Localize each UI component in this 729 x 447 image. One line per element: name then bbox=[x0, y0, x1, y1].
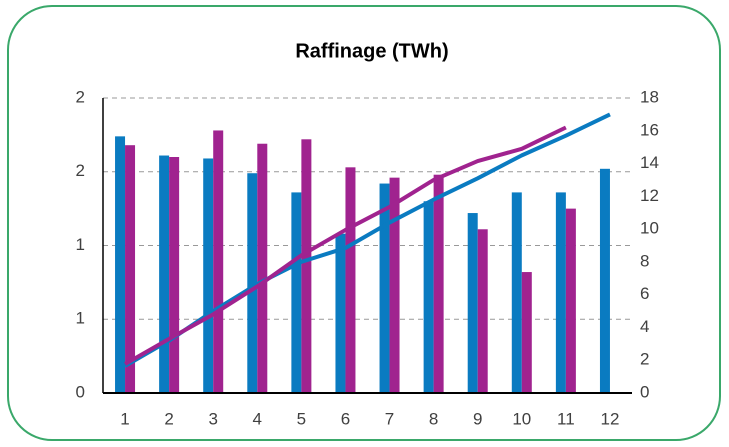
chart-title: Raffinage (TWh) bbox=[295, 40, 448, 62]
bar bbox=[345, 167, 356, 393]
y-tick-label: 2 bbox=[76, 87, 85, 106]
bar bbox=[467, 213, 478, 393]
frame bbox=[7, 5, 721, 441]
bar bbox=[389, 177, 400, 393]
y-tick-label: 1 bbox=[76, 235, 85, 254]
bar bbox=[291, 192, 302, 393]
x-tick-label: 5 bbox=[297, 409, 306, 428]
x-tick-label: 10 bbox=[512, 409, 531, 428]
x-tick-label: 12 bbox=[600, 409, 619, 428]
y2-tick-label: 18 bbox=[640, 87, 659, 106]
line bbox=[124, 112, 611, 368]
x-tick-label: 7 bbox=[385, 409, 394, 428]
bar bbox=[247, 173, 258, 393]
bar bbox=[511, 192, 522, 393]
y2-tick-label: 2 bbox=[640, 350, 649, 369]
x-tick-label: 4 bbox=[253, 409, 262, 428]
bar bbox=[335, 233, 346, 393]
x-tick-label: 6 bbox=[341, 409, 350, 428]
x-tick-label: 8 bbox=[429, 409, 438, 428]
bar bbox=[599, 168, 610, 393]
bar bbox=[423, 201, 434, 393]
y2-tick-label: 14 bbox=[640, 153, 659, 172]
line bbox=[124, 125, 567, 366]
bar bbox=[125, 145, 136, 393]
bar bbox=[115, 136, 126, 393]
y2-tick-label: 10 bbox=[640, 219, 659, 238]
x-tick-label: 11 bbox=[557, 409, 575, 428]
y-tick-label: 0 bbox=[76, 382, 85, 401]
y2-tick-label: 0 bbox=[640, 382, 649, 401]
bar bbox=[555, 192, 566, 393]
bar bbox=[203, 158, 214, 393]
y2-tick-label: 4 bbox=[640, 317, 649, 336]
bar bbox=[433, 174, 444, 393]
y-tick-label: 1 bbox=[76, 309, 85, 328]
x-tick-label: 9 bbox=[473, 409, 482, 428]
y2-tick-label: 6 bbox=[640, 284, 649, 303]
bar bbox=[521, 272, 532, 393]
x-tick-label: 1 bbox=[120, 409, 129, 428]
bar bbox=[257, 143, 268, 393]
y2-tick-label: 16 bbox=[640, 120, 659, 139]
bar bbox=[379, 183, 390, 393]
bar bbox=[565, 208, 576, 393]
bar bbox=[477, 229, 488, 393]
y2-tick-label: 8 bbox=[640, 251, 649, 270]
bar bbox=[213, 130, 224, 393]
y-tick-label: 2 bbox=[76, 161, 85, 180]
bar bbox=[301, 139, 312, 393]
x-tick-label: 3 bbox=[208, 409, 217, 428]
bar bbox=[169, 157, 180, 393]
bar bbox=[159, 155, 170, 393]
y2-tick-label: 12 bbox=[640, 186, 659, 205]
x-tick-label: 2 bbox=[164, 409, 173, 428]
